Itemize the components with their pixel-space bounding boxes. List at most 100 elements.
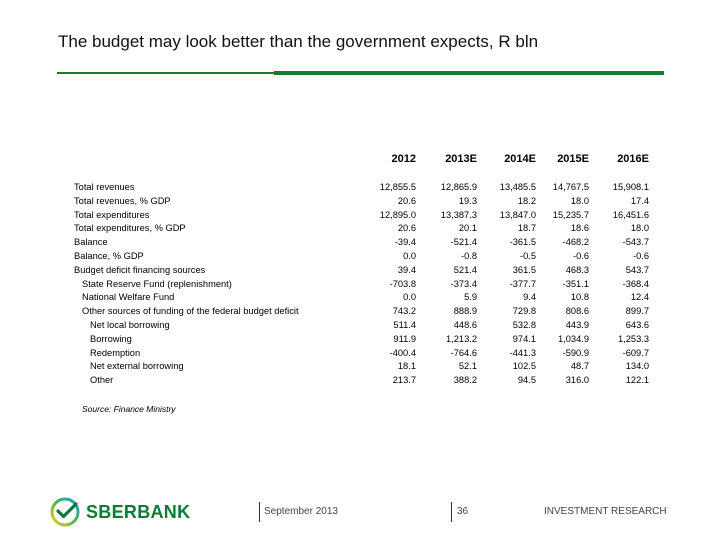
title-rule-left <box>57 72 274 74</box>
col-header-2016e: 2016E <box>617 153 649 165</box>
table-cell: -521.4 <box>450 237 477 248</box>
table-cell: 9.4 <box>523 292 536 303</box>
table-cell: 316.0 <box>565 375 589 386</box>
row-label: Other <box>90 375 114 386</box>
table-row: Net local borrowing 511.4 448.6 532.8 443.9 6… <box>0 319 720 332</box>
table-cell: 18.0 <box>570 195 589 206</box>
table-cell: 14,767.5 <box>552 182 589 192</box>
table-cell: 18.6 <box>570 223 589 234</box>
table-cell: 13,387.3 <box>440 209 477 220</box>
table-row: Redemption -400.4 -764.6 -441.3 -590.9 -609.7 <box>0 347 720 360</box>
table-cell: 18.7 <box>517 223 536 234</box>
table-cell: 18.2 <box>517 195 536 206</box>
table-cell: -543.7 <box>622 237 649 248</box>
table-cell: 1,034.9 <box>557 333 589 344</box>
table-cell: 1,213.2 <box>445 333 477 344</box>
table-row: Budget deficit financing sources 39.4 521.… <box>0 264 720 277</box>
table-cell: 13,485.5 <box>499 182 536 192</box>
table-cell: 532.8 <box>512 320 536 330</box>
col-header-2012: 2012 <box>391 153 416 165</box>
table-cell: 20.1 <box>458 223 477 234</box>
footer-divider-1 <box>259 502 260 522</box>
table-cell: 448.6 <box>453 320 477 330</box>
table-cell: 468.3 <box>565 264 589 275</box>
row-label: Borrowing <box>90 333 132 344</box>
table-cell: 729.8 <box>512 306 536 317</box>
table-cell: 643.6 <box>625 320 649 330</box>
table-cell: 361.5 <box>512 264 536 275</box>
table-cell: -0.6 <box>572 251 589 261</box>
row-label: Budget deficit financing sources <box>74 264 206 275</box>
table-cell: 443.9 <box>565 320 589 330</box>
table-row: National Welfare Fund 0.0 5.9 9.4 10.8 12.4 <box>0 291 720 304</box>
table-cell: -373.4 <box>450 278 477 289</box>
table-row: Total revenues 12,855.5 12,865.9 13,485.5 14… <box>0 181 720 194</box>
row-label: Total expenditures <box>74 209 150 220</box>
source-note: Source: Finance Ministry <box>82 404 176 414</box>
table-cell: 17.4 <box>630 195 649 206</box>
table-cell: 39.4 <box>397 264 416 275</box>
row-label: Redemption <box>90 347 141 358</box>
table-cell: 0.0 <box>403 251 416 261</box>
table-cell: 808.6 <box>565 306 589 317</box>
title-rule-right <box>274 71 664 75</box>
table-cell: -361.5 <box>509 237 536 248</box>
row-label: Balance <box>74 237 108 248</box>
footer-page-number: 36 <box>457 506 469 517</box>
table-row: Other 213.7 388.2 94.5 316.0 122.1 <box>0 374 720 387</box>
table-cell: 18.1 <box>397 361 416 372</box>
brand-name: SBERBANK <box>86 501 191 522</box>
table-row: Balance -39.4 -521.4 -361.5 -468.2 -543.7 <box>0 236 720 249</box>
row-label: Net external borrowing <box>90 361 184 372</box>
table-row: Balance, % GDP 0.0 -0.8 -0.5 -0.6 -0.6 <box>0 250 720 263</box>
table-row: Borrowing 911.9 1,213.2 974.1 1,034.9 1,253.3 <box>0 333 720 346</box>
table-cell: 543.7 <box>625 264 649 275</box>
table-cell: -0.5 <box>519 251 536 261</box>
table-cell: -0.6 <box>632 251 649 261</box>
table-cell: -468.2 <box>562 237 589 248</box>
table-row: State Reserve Fund (replenishment) -703.8… <box>0 278 720 291</box>
table-cell: 20.6 <box>397 195 416 206</box>
table-cell: -400.4 <box>389 347 416 358</box>
table-row: Total revenues, % GDP 20.6 19.3 18.2 18.0 17.… <box>0 195 720 208</box>
table-cell: -590.9 <box>562 347 589 358</box>
table-cell: 213.7 <box>392 375 416 386</box>
footer-section: INVESTMENT RESEARCH <box>544 506 667 517</box>
table-cell: 102.5 <box>512 361 536 372</box>
table-cell: 12,865.9 <box>440 182 477 192</box>
row-label: Total revenues <box>74 182 135 192</box>
row-label: Balance, % GDP <box>74 251 144 261</box>
table-cell: 12,855.5 <box>379 182 416 192</box>
col-header-2015e: 2015E <box>557 153 589 165</box>
table-cell: 19.3 <box>458 195 477 206</box>
sberbank-logo-icon <box>50 497 80 527</box>
table-cell: 20.6 <box>397 223 416 234</box>
row-label: Total revenues, % GDP <box>74 195 171 206</box>
table-cell: 48.7 <box>570 361 589 372</box>
table-cell: -39.4 <box>394 237 416 248</box>
table-cell: 52.1 <box>458 361 477 372</box>
table-cell: -609.7 <box>622 347 649 358</box>
table-cell: -377.7 <box>509 278 536 289</box>
table-cell: 899.7 <box>625 306 649 317</box>
row-label: Other sources of funding of the federal … <box>82 306 299 317</box>
table-cell: 15,235.7 <box>552 209 589 220</box>
table-row: Net external borrowing 18.1 52.1 102.5 48.7 1… <box>0 360 720 373</box>
footer-date: September 2013 <box>264 506 338 517</box>
brand-logo: SBERBANK <box>50 497 190 527</box>
table-cell: -0.8 <box>460 251 477 261</box>
row-label: Net local borrowing <box>90 320 170 330</box>
row-label: National Welfare Fund <box>82 292 175 303</box>
table-cell: 1,253.3 <box>617 333 649 344</box>
table-row: Total expenditures, % GDP 20.6 20.1 18.7 18.… <box>0 222 720 235</box>
table-cell: 5.9 <box>464 292 477 303</box>
table-cell: 12,895.0 <box>379 209 416 220</box>
table-cell: 12.4 <box>630 292 649 303</box>
table-cell: 974.1 <box>512 333 536 344</box>
table-cell: 16,451.6 <box>612 209 649 220</box>
table-cell: -441.3 <box>509 347 536 358</box>
table-cell: 122.1 <box>625 375 649 386</box>
table-cell: -368.4 <box>622 278 649 289</box>
table-cell: 18.0 <box>630 223 649 234</box>
footer-divider-2 <box>451 502 452 522</box>
